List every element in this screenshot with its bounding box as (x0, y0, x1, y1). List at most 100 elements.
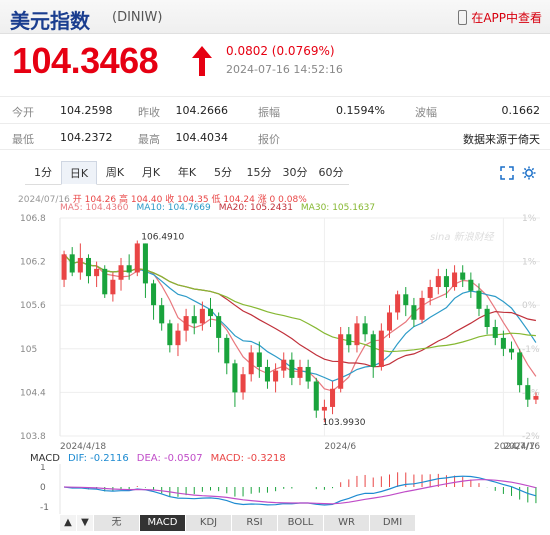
macd-tick-label: 1 (40, 464, 46, 473)
quote-time: 2024-07-16 14:52:16 (226, 63, 343, 76)
candle-body (175, 330, 181, 346)
stats-row: 最低 104.2372 最高 104.4034 报价 数据来源于倚天 (0, 123, 550, 150)
stats-row: 今开 104.2598 昨收 104.2666 振幅 0.1594% 波幅 0.… (0, 96, 550, 123)
indicator-tab[interactable]: DMI (370, 515, 416, 531)
y-tick-label: 106.2 (20, 258, 46, 268)
candle-body (110, 279, 116, 295)
max-price-label: 106.4910 (141, 233, 184, 243)
candle-body (484, 308, 490, 327)
info-low: 低 104.24 (211, 195, 255, 205)
candle-body (476, 290, 482, 309)
candle-body (159, 305, 165, 324)
stat-label: 昨收 (138, 106, 160, 119)
candle-body (264, 366, 270, 382)
stat-label: 报价 (258, 133, 280, 146)
pct-tick-label: 0% (522, 301, 537, 311)
candle-body (313, 381, 319, 411)
indicator-tab[interactable]: MACD (140, 515, 186, 531)
open-in-app-link[interactable]: 在APP中查看 (458, 9, 542, 26)
tab-period[interactable]: 15分 (246, 166, 272, 179)
tab-period[interactable]: 年K (177, 166, 197, 179)
stat-label: 最高 (138, 133, 160, 146)
pct-tick-label: 1% (522, 258, 537, 268)
ma-legend-item: MA30: 105.1637 (300, 203, 376, 213)
tab-period[interactable]: 日K (61, 161, 97, 185)
candle-body (191, 316, 197, 324)
candle-body (305, 366, 311, 382)
candle-body (452, 272, 458, 288)
candle-body (216, 316, 222, 338)
indicator-tab[interactable]: ▼ (77, 515, 94, 531)
info-date: 2024/07/16 (18, 195, 70, 205)
macd-legend-item: DIF: -0.2116 (67, 453, 129, 464)
candle-body (69, 254, 75, 273)
candle-body (435, 276, 441, 288)
candle-body (232, 363, 238, 393)
pct-tick-label: -2% (522, 432, 540, 442)
tab-period[interactable]: 周K (105, 166, 125, 179)
candle-body (224, 337, 230, 364)
indicator-tab[interactable]: 无 (94, 515, 140, 531)
candle-body (330, 388, 336, 407)
fullscreen-icon[interactable] (500, 166, 514, 180)
candle-body (199, 308, 205, 324)
candle-body (126, 265, 132, 273)
candle-body (297, 366, 303, 378)
tab-period[interactable]: 月K (141, 166, 161, 179)
ma-legend-item: MA20: 105.2431 (218, 203, 293, 213)
ma30-line (63, 253, 536, 353)
tab-period[interactable]: 5分 (214, 166, 232, 179)
candle-body (273, 370, 279, 382)
ma-legend-item: MA10: 104.7669 (136, 203, 211, 213)
candle-body (378, 330, 384, 367)
info-pct: 0.08% (278, 195, 307, 205)
indicator-tab[interactable]: BOLL (278, 515, 324, 531)
candle-body (533, 396, 539, 400)
macd-legend-item: MACD (30, 453, 60, 464)
indicator-tab[interactable]: RSI (232, 515, 278, 531)
candle-body (256, 352, 262, 367)
candle-body (281, 359, 287, 371)
indicator-tab[interactable]: WR (324, 515, 370, 531)
tab-period[interactable]: 60分 (318, 166, 344, 179)
stat-value: 104.2666 (175, 104, 229, 117)
indicator-tab[interactable]: KDJ (186, 515, 232, 531)
y-tick-label: 104.4 (20, 388, 46, 398)
macd-tick-label: 0 (40, 483, 46, 493)
candle-body (362, 323, 368, 335)
pct-tick-label: -1% (522, 345, 540, 355)
candle-body (427, 287, 433, 298)
phone-icon (458, 10, 468, 25)
candle-body (240, 374, 246, 393)
header-bar: 美元指数 (DINIW) 在APP中查看 (0, 0, 550, 34)
y-tick-label: 105 (20, 345, 37, 355)
candle-body (411, 305, 417, 320)
current-price: 104.3468 (12, 40, 159, 81)
candle-body (167, 323, 173, 346)
stat-label: 波幅 (415, 106, 437, 119)
candle-body (321, 406, 327, 411)
candle-body (419, 297, 425, 320)
stats-table: 今开 104.2598 昨收 104.2666 振幅 0.1594% 波幅 0.… (0, 96, 550, 150)
candle-body (183, 316, 189, 331)
tab-period[interactable]: 30分 (282, 166, 308, 179)
indicator-tab[interactable]: ▲ (60, 515, 77, 531)
kline-chart[interactable]: 106.8 1% 106.2 1% 105.6 0% 105 -1% 104.4 -1% 103.8… (0, 214, 550, 452)
x-tick-label: 2024/7/16 (494, 442, 540, 452)
x-tick-label: 2024/7 (503, 442, 535, 452)
stat-value: 104.2598 (60, 104, 113, 117)
dea-line (64, 479, 537, 505)
y-tick-label: 103.8 (20, 432, 46, 442)
candle-body (525, 385, 531, 400)
macd-tick-label: -1 (40, 503, 49, 513)
tab-period[interactable]: 1分 (34, 166, 52, 179)
candle-body (77, 257, 83, 273)
y-tick-label: 106.8 (20, 214, 46, 224)
settings-icon[interactable] (522, 166, 536, 180)
info-high: 高 104.40 (118, 195, 163, 205)
price-change: 0.0802 (0.0769%) (226, 44, 335, 58)
candle-body (94, 268, 100, 277)
macd-legend: MACD DIF: -0.2116 DEA: -0.0507 MACD: -0.321… (30, 453, 294, 464)
info-close: 收 104.35 (165, 195, 209, 205)
open-in-app-label: 在APP中查看 (471, 11, 542, 25)
